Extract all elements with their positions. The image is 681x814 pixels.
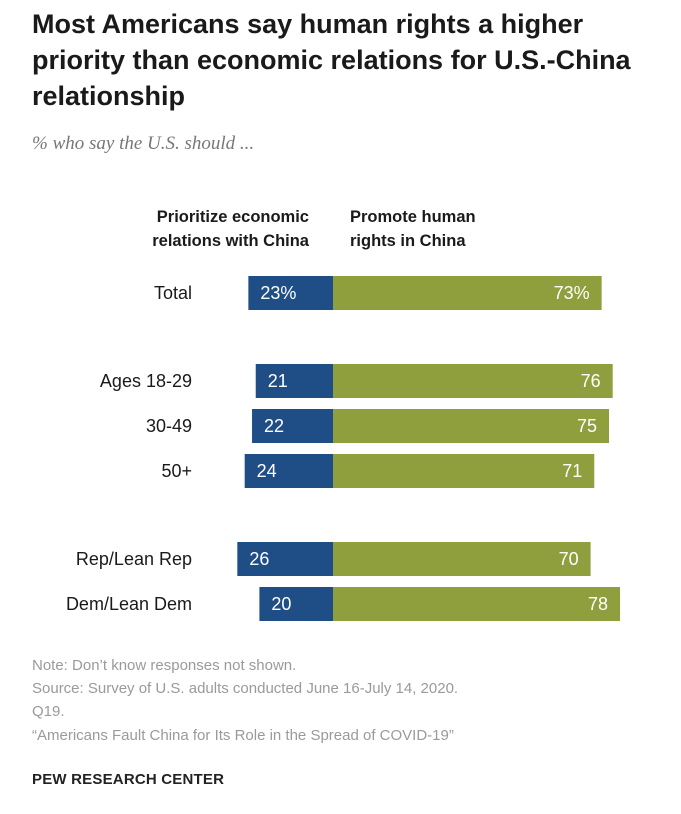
bar-economic-label-ages-18-29: 21 bbox=[268, 371, 288, 391]
chart-title: Most Americans say human rights a higher… bbox=[32, 9, 631, 111]
bar-economic-label-total: 23% bbox=[260, 283, 296, 303]
row-label-rep-lean-rep: Rep/Lean Rep bbox=[76, 549, 192, 569]
column-header-economic-line2: relations with China bbox=[152, 232, 309, 250]
bar-human-rights-label-30-49: 75 bbox=[577, 416, 597, 436]
source-text: Source: Survey of U.S. adults conducted … bbox=[32, 680, 459, 697]
row-label-ages-18-29: Ages 18-29 bbox=[100, 371, 192, 391]
bar-economic-dem-lean-dem bbox=[259, 587, 333, 621]
bar-economic-rep-lean-rep bbox=[237, 542, 333, 576]
bar-economic-30-49 bbox=[252, 409, 333, 443]
report-title: “Americans Fault China for Its Role in t… bbox=[32, 727, 454, 744]
bar-economic-total bbox=[248, 276, 333, 310]
bar-economic-label-rep-lean-rep: 26 bbox=[249, 549, 269, 569]
bar-human-rights-rep-lean-rep bbox=[333, 542, 591, 576]
bar-human-rights-ages-18-29 bbox=[333, 364, 613, 398]
row-label-50: 50+ bbox=[161, 461, 192, 481]
bar-human-rights-label-dem-lean-dem: 78 bbox=[588, 594, 608, 614]
bar-human-rights-label-50: 71 bbox=[562, 461, 582, 481]
row-label-30-49: 30-49 bbox=[146, 416, 192, 436]
bar-human-rights-label-rep-lean-rep: 70 bbox=[559, 549, 579, 569]
column-header-economic-line1: Prioritize economic bbox=[156, 208, 309, 226]
column-header-human-rights: Promote human rights in China bbox=[350, 205, 476, 253]
bar-economic-label-30-49: 22 bbox=[264, 416, 284, 436]
bar-human-rights-total bbox=[333, 276, 602, 310]
bar-economic-label-50: 24 bbox=[257, 461, 277, 481]
pew-research-center-logo-text: PEW RESEARCH CENTER bbox=[32, 771, 225, 788]
bar-human-rights-label-total: 73% bbox=[554, 283, 590, 303]
bar-human-rights-label-ages-18-29: 76 bbox=[581, 371, 601, 391]
bar-economic-label-dem-lean-dem: 20 bbox=[271, 594, 291, 614]
chart-subtitle: % who say the U.S. should ... bbox=[32, 133, 255, 154]
bar-economic-50 bbox=[244, 454, 333, 488]
column-header-human-rights-line2: rights in China bbox=[350, 232, 466, 250]
row-label-total: Total bbox=[154, 283, 192, 303]
column-header-economic: Prioritize economic relations with China bbox=[152, 205, 309, 253]
row-label-dem-lean-dem: Dem/Lean Dem bbox=[66, 594, 192, 614]
source-question: Q19. bbox=[32, 703, 65, 720]
bar-human-rights-30-49 bbox=[333, 409, 609, 443]
bar-human-rights-dem-lean-dem bbox=[333, 587, 621, 621]
column-header-human-rights-line1: Promote human bbox=[350, 208, 476, 226]
bar-economic-ages-18-29 bbox=[255, 364, 333, 398]
bar-human-rights-50 bbox=[333, 454, 595, 488]
note-text: Note: Don’t know responses not shown. bbox=[32, 657, 297, 674]
